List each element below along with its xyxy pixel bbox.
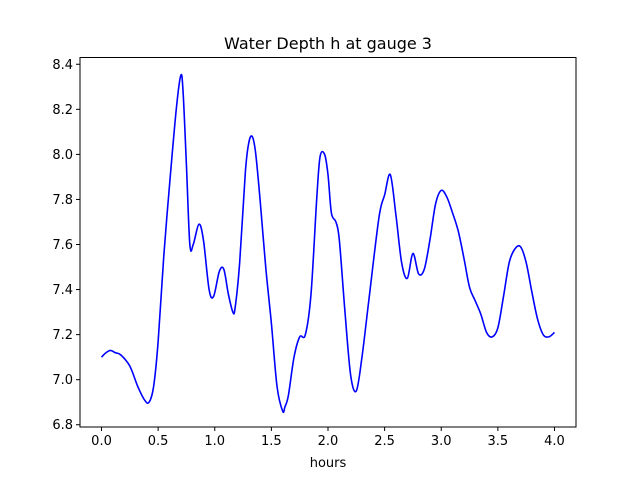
y-tick-label: 7.0 [52,373,73,388]
x-axis-title: hours [310,456,347,471]
x-tick-label: 0.0 [91,434,112,449]
x-tick-label: 4.0 [544,434,565,449]
x-tick-label: 2.5 [374,434,395,449]
y-tick-label: 7.6 [52,238,73,253]
y-tick-label: 7.4 [52,283,73,298]
x-tick-label: 3.5 [488,434,509,449]
y-tick-label: 8.2 [52,103,73,118]
plot-frame [79,57,577,428]
chart-title: Water Depth h at gauge 3 [224,34,432,53]
plot-area [100,73,556,414]
x-tick-label: 1.5 [261,434,282,449]
x-tick-label: 1.0 [204,434,225,449]
y-tick-label: 7.8 [52,193,73,208]
x-tick-label: 3.0 [431,434,452,449]
y-axis: 6.8 7.0 7.2 7.4 7.6 7.8 8.0 8.2 8.4 [52,58,80,433]
y-tick-label: 7.2 [52,328,73,343]
y-tick-label: 8.0 [52,148,73,163]
x-tick-label: 2.0 [318,434,339,449]
x-axis: 0.0 0.5 1.0 1.5 2.0 2.5 3.0 3.5 4.0 [91,427,565,449]
series-line-0 [100,73,556,414]
y-tick-label: 6.8 [52,418,73,433]
y-tick-label: 8.4 [52,58,73,73]
x-tick-label: 0.5 [148,434,169,449]
